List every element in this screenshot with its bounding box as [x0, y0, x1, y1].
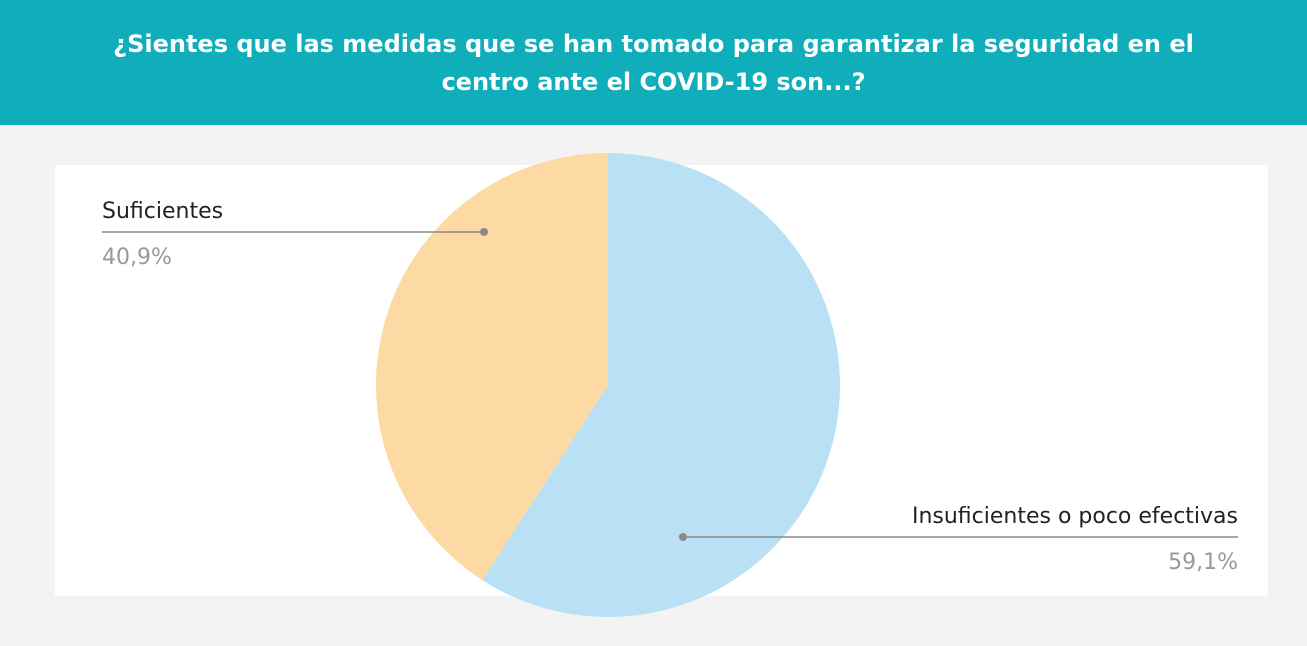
value-label: 40,9% [102, 245, 172, 270]
category-label: Insuficientes o poco efectivas [912, 504, 1238, 529]
leader-dot [679, 533, 687, 541]
header: ¿Sientes que las medidas que se han toma… [0, 0, 1307, 125]
pie-slice [376, 153, 608, 581]
value-label: 59,1% [1168, 550, 1238, 575]
pie-slice [482, 153, 841, 617]
category-label: Suficientes [102, 199, 223, 224]
leader-dot [480, 228, 488, 236]
chart-title: ¿Sientes que las medidas que se han toma… [113, 29, 1194, 96]
